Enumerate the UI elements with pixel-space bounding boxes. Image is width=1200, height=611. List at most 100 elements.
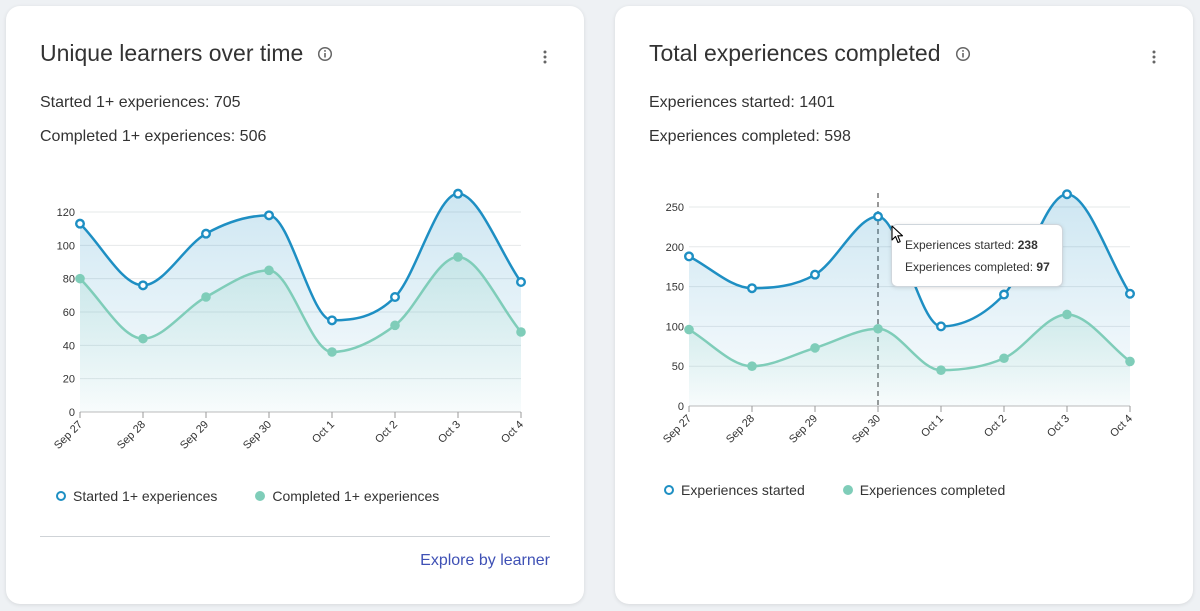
point-started[interactable] xyxy=(453,188,464,199)
legend-item-started[interactable]: Experiences started xyxy=(664,482,805,498)
y-tick-label: 0 xyxy=(69,407,75,419)
point-started[interactable] xyxy=(516,277,527,288)
point-completed[interactable] xyxy=(516,327,526,337)
legend-label-started: Experiences started xyxy=(681,482,805,498)
point-started[interactable] xyxy=(809,269,820,280)
experiences-line-chart: 0 50 100 150 200 250 Sep 27 Sep 28 Sep 29 Sep 30 O… xyxy=(661,189,1136,446)
explore-by-learner-link[interactable]: Explore by learner xyxy=(420,552,550,569)
x-tick-label: Sep 29 xyxy=(178,419,211,452)
point-completed[interactable] xyxy=(264,265,274,276)
x-tick-label: Sep 29 xyxy=(787,413,820,446)
y-tick-label: 80 xyxy=(63,274,75,286)
stat-completed: Experiences completed: 598 xyxy=(649,128,851,145)
y-tick-label: 100 xyxy=(57,240,75,252)
more-vert-icon[interactable] xyxy=(1151,50,1157,64)
y-tick-label: 100 xyxy=(666,321,684,333)
legend-marker-started xyxy=(56,491,66,501)
legend-label-started: Started 1+ experiences xyxy=(73,488,218,504)
total-experiences-card: Total experiences completed Experiences … xyxy=(615,6,1193,604)
card-title-text: Unique learners over time xyxy=(40,40,304,66)
point-started[interactable] xyxy=(200,228,211,239)
card-title: Unique learners over time xyxy=(40,40,333,67)
legend-label-completed: Experiences completed xyxy=(859,482,1006,498)
card-title-text: Total experiences completed xyxy=(649,40,941,66)
point-completed[interactable] xyxy=(936,365,946,375)
x-tick-label: Sep 27 xyxy=(661,413,694,446)
point-started[interactable] xyxy=(936,321,947,332)
legend-item-started[interactable]: Started 1+ experiences xyxy=(56,488,217,504)
point-started[interactable] xyxy=(74,218,85,229)
chart-legend: Started 1+ experiences Completed 1+ expe… xyxy=(56,488,477,504)
legend-item-completed[interactable]: Experiences completed xyxy=(842,482,1006,498)
x-tick-label: Sep 30 xyxy=(241,419,274,452)
point-completed[interactable] xyxy=(1062,309,1072,320)
info-icon[interactable] xyxy=(317,46,333,62)
point-started[interactable] xyxy=(1125,288,1136,299)
y-tick-label: 250 xyxy=(666,202,684,214)
x-tick-label: Oct 3 xyxy=(1045,413,1072,440)
point-completed[interactable] xyxy=(684,324,694,335)
point-started[interactable] xyxy=(390,292,401,303)
x-tick-label: Oct 2 xyxy=(982,413,1009,440)
divider xyxy=(40,536,550,537)
point-completed[interactable] xyxy=(747,361,757,372)
legend-label-completed: Completed 1+ experiences xyxy=(272,488,440,504)
x-tick-label: Oct 4 xyxy=(499,419,526,446)
point-completed[interactable] xyxy=(327,347,337,357)
tooltip-started-row: Experiences started: 238 xyxy=(905,234,1050,256)
stat-started: Experiences started: 1401 xyxy=(649,94,835,111)
x-tick-label: Sep 30 xyxy=(850,413,883,446)
point-completed[interactable] xyxy=(999,353,1009,364)
point-started[interactable] xyxy=(683,251,694,262)
point-completed[interactable] xyxy=(453,252,463,262)
point-completed[interactable] xyxy=(390,320,400,331)
legend-marker-completed xyxy=(842,485,853,495)
unique-learners-card: Unique learners over time Started 1+ exp… xyxy=(6,6,584,604)
x-tick-label: Sep 28 xyxy=(115,419,148,452)
point-completed[interactable] xyxy=(1125,356,1135,367)
x-tick-label: Oct 1 xyxy=(919,413,946,440)
chart-tooltip: Experiences started: 238 Experiences com… xyxy=(891,224,1063,287)
point-started[interactable] xyxy=(264,210,275,221)
point-started[interactable] xyxy=(873,211,884,222)
series-completed-area xyxy=(689,314,1130,406)
x-tick-label: Oct 1 xyxy=(310,419,337,446)
point-completed[interactable] xyxy=(138,333,148,344)
chart-legend: Experiences started Experiences complete… xyxy=(664,482,1043,498)
x-tick-label: Oct 3 xyxy=(436,419,463,446)
series-completed-area xyxy=(80,257,521,412)
tooltip-completed-label: Experiences completed: xyxy=(905,260,1037,274)
tooltip-completed-value: 97 xyxy=(1036,260,1050,274)
point-started[interactable] xyxy=(746,283,757,294)
y-tick-label: 120 xyxy=(57,207,75,219)
more-vert-icon[interactable] xyxy=(542,50,548,64)
point-completed[interactable] xyxy=(810,343,820,353)
learners-line-chart: 0 20 40 60 80 100 120 Sep 27 Sep 28 Sep 29 Sep 30 O… xyxy=(52,188,527,452)
x-tick-label: Oct 2 xyxy=(373,419,400,446)
y-tick-label: 40 xyxy=(63,340,75,352)
point-started[interactable] xyxy=(999,289,1010,300)
stat-started: Started 1+ experiences: 705 xyxy=(40,94,241,111)
tooltip-started-label: Experiences started: xyxy=(905,238,1018,252)
y-tick-label: 60 xyxy=(63,307,75,319)
tooltip-started-value: 238 xyxy=(1017,238,1038,252)
point-started[interactable] xyxy=(137,280,148,291)
y-tick-label: 150 xyxy=(666,282,684,294)
y-tick-label: 20 xyxy=(63,374,75,386)
point-completed[interactable] xyxy=(873,323,883,334)
legend-marker-started xyxy=(664,485,674,495)
mouse-cursor-icon xyxy=(891,225,904,244)
legend-marker-completed xyxy=(255,491,266,501)
y-tick-label: 50 xyxy=(672,361,684,373)
card-title: Total experiences completed xyxy=(649,40,971,67)
y-tick-label: 200 xyxy=(666,242,684,254)
info-icon[interactable] xyxy=(955,46,971,62)
point-completed[interactable] xyxy=(201,292,211,302)
point-started[interactable] xyxy=(1062,189,1073,200)
point-completed[interactable] xyxy=(75,273,85,284)
legend-item-completed[interactable]: Completed 1+ experiences xyxy=(255,488,439,504)
x-tick-label: Sep 27 xyxy=(52,419,85,452)
x-tick-label: Sep 28 xyxy=(724,413,757,446)
point-started[interactable] xyxy=(327,315,338,326)
tooltip-completed-row: Experiences completed: 97 xyxy=(905,256,1050,278)
